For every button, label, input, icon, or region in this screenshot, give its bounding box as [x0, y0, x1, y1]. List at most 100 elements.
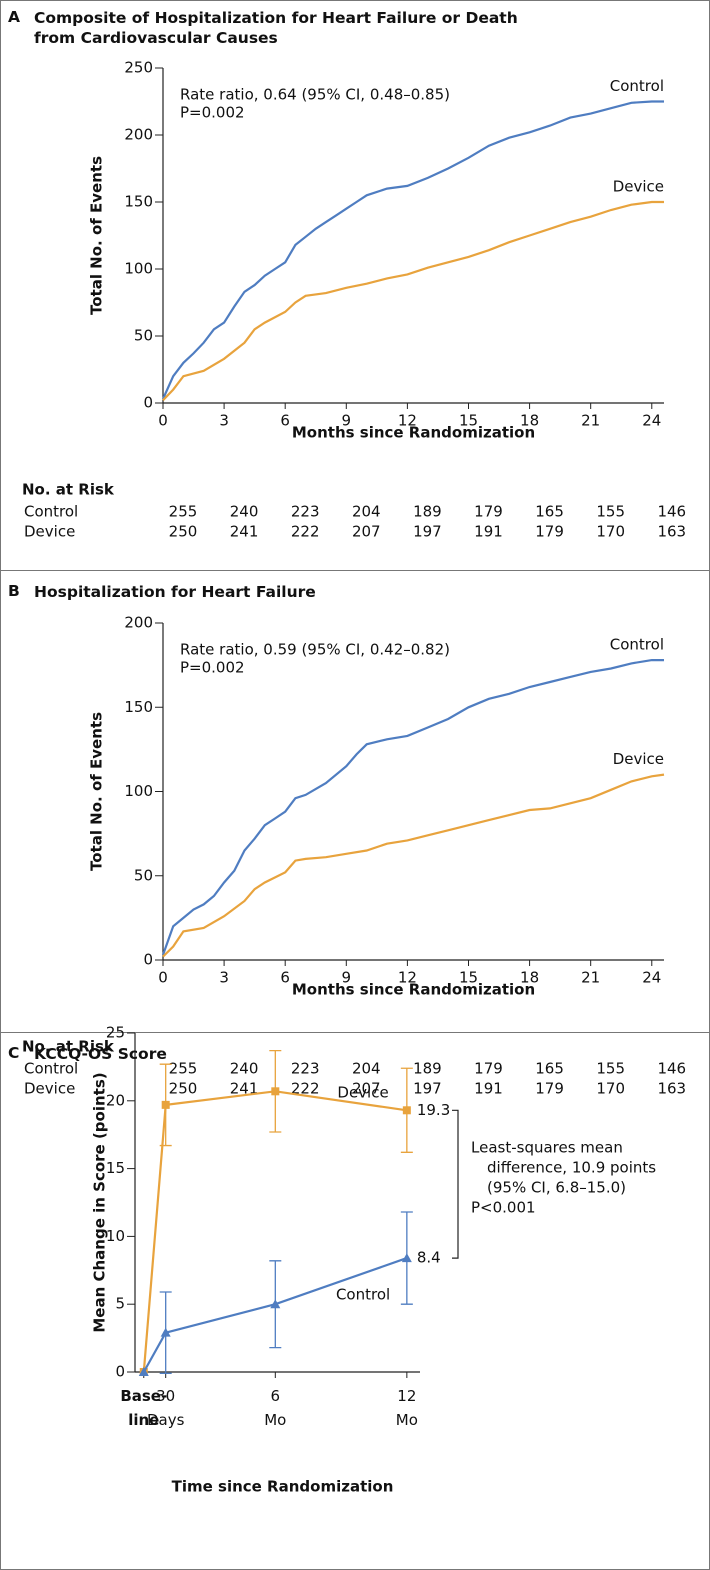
x-tick-label: 21	[581, 969, 600, 987]
annotation: Rate ratio, 0.59 (95% CI, 0.42–0.82)	[180, 641, 450, 659]
x-axis-title: Months since Randomization	[292, 424, 535, 442]
risk-value: 179	[474, 1060, 503, 1078]
panel-title: Composite of Hospitalization for Heart F…	[34, 9, 518, 47]
x-tick-label: 15	[459, 969, 478, 987]
risk-row-name: Control	[24, 503, 78, 521]
marker	[160, 1327, 171, 1337]
annotation: P<0.001	[471, 1199, 536, 1217]
series-label: Device	[337, 1083, 388, 1101]
series-line	[142, 1090, 407, 1373]
annotation: Least-squares mean	[471, 1139, 623, 1157]
x-tick-label: 30 Days	[147, 1387, 185, 1429]
x-tick-label: 3	[219, 969, 229, 987]
x-tick-label: 18	[520, 412, 539, 430]
risk-value: 204	[352, 1060, 381, 1078]
x-tick-label: 12	[398, 969, 417, 987]
y-tick-label: 150	[124, 698, 153, 716]
risk-value: 179	[535, 1080, 564, 1098]
annotation: (95% CI, 6.8–15.0)	[487, 1179, 626, 1197]
risk-value: 191	[474, 523, 503, 541]
risk-row-name: Device	[24, 1080, 75, 1098]
series-label: Control	[610, 636, 664, 654]
marker	[161, 1100, 170, 1109]
risk-row-name: Control	[24, 1060, 78, 1078]
marker	[401, 1253, 412, 1263]
risk-value: 179	[474, 503, 503, 521]
y-tick-label: 25	[106, 1024, 125, 1042]
annotation: P=0.002	[180, 659, 245, 677]
risk-value: 222	[291, 1080, 320, 1098]
risk-value: 197	[413, 1080, 442, 1098]
x-tick-label: 9	[342, 969, 352, 987]
risk-value: 223	[291, 503, 320, 521]
risk-value: 170	[596, 1080, 625, 1098]
risk-value: 179	[535, 523, 564, 541]
series-line	[162, 773, 665, 958]
risk-value: 163	[657, 523, 686, 541]
series-line	[161, 100, 664, 400]
risk-value: 165	[535, 1060, 564, 1078]
y-tick-label: 50	[134, 866, 153, 884]
risk-value: 170	[596, 523, 625, 541]
y-tick-label: 0	[115, 1363, 125, 1381]
risk-value: 163	[657, 1080, 686, 1098]
marker	[271, 1087, 280, 1096]
panel-title: Hospitalization for Heart Failure	[34, 583, 316, 601]
risk-value: 250	[169, 523, 198, 541]
risk-value: 250	[169, 1080, 198, 1098]
risk-value: 240	[230, 503, 259, 521]
risk-value: 146	[657, 1060, 686, 1078]
y-tick-label: 0	[143, 394, 153, 412]
risk-value: 165	[535, 503, 564, 521]
risk-table-title: No. at Risk	[22, 1038, 115, 1056]
difference-bracket	[452, 1109, 459, 1259]
risk-value: 155	[596, 1060, 625, 1078]
y-tick-label: 200	[124, 614, 153, 632]
risk-value: 240	[230, 1060, 259, 1078]
x-tick-label: 0	[158, 412, 168, 430]
end-value-label: 19.3	[417, 1101, 450, 1119]
series-label: Control	[336, 1286, 390, 1304]
y-axis-title: Total No. of Events	[88, 156, 106, 315]
y-tick-label: 15	[106, 1159, 125, 1177]
annotation: P=0.002	[180, 104, 245, 122]
x-tick-label: 3	[219, 412, 229, 430]
x-tick-label: 12	[398, 412, 417, 430]
panel-title: KCCQ-OS Score	[34, 1045, 167, 1063]
x-tick-label: 21	[581, 412, 600, 430]
x-tick-label: 15	[459, 412, 478, 430]
y-tick-label: 10	[106, 1227, 125, 1245]
x-tick-label: 6	[280, 969, 290, 987]
risk-row-name: Device	[24, 523, 75, 541]
x-tick-label: 18	[520, 969, 539, 987]
risk-value: 255	[169, 1060, 198, 1078]
y-axis-title: Mean Change in Score (points)	[91, 1072, 109, 1332]
marker	[138, 1367, 149, 1376]
x-tick-label: 6 Mo	[264, 1387, 286, 1429]
risk-value: 197	[413, 523, 442, 541]
x-axis-title: Months since Randomization	[292, 981, 535, 999]
annotation: Rate ratio, 0.64 (95% CI, 0.48–0.85)	[180, 86, 450, 104]
y-tick-label: 250	[124, 59, 153, 77]
annotation: difference, 10.9 points	[487, 1159, 656, 1177]
panel-label: C	[8, 1044, 20, 1062]
x-axis-title: Time since Randomization	[172, 1478, 394, 1496]
risk-value: 241	[230, 1080, 259, 1098]
y-axis-title: Total No. of Events	[88, 712, 106, 871]
end-value-label: 8.4	[417, 1249, 441, 1267]
risk-value: 146	[657, 503, 686, 521]
risk-value: 189	[413, 1060, 442, 1078]
risk-value: 191	[474, 1080, 503, 1098]
risk-value: 204	[352, 503, 381, 521]
marker	[402, 1106, 411, 1115]
series-line	[142, 1257, 408, 1373]
x-tick-label: 9	[342, 412, 352, 430]
y-tick-label: 5	[115, 1295, 125, 1313]
risk-table-title: No. at Risk	[22, 481, 115, 499]
risk-value: 255	[169, 503, 198, 521]
x-tick-label: 12 Mo	[396, 1387, 418, 1429]
x-tick-label: 0	[158, 969, 168, 987]
